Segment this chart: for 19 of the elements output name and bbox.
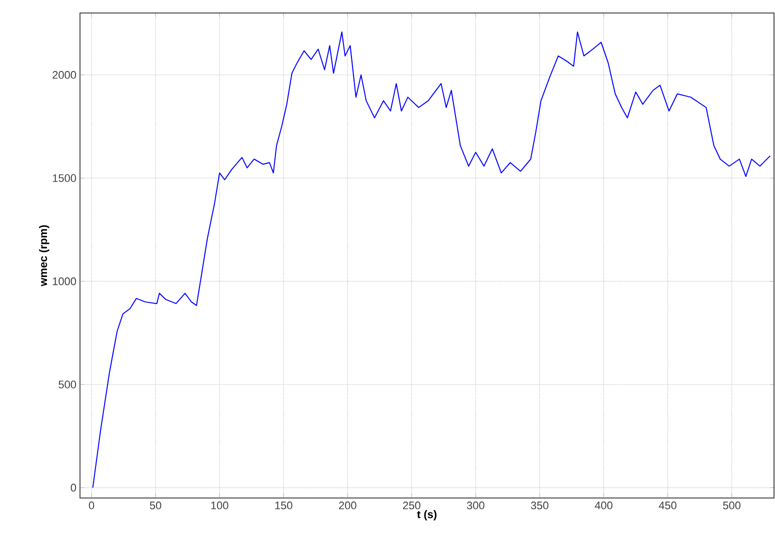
y-tick-label: 500 xyxy=(58,380,76,388)
x-tick-label: 100 xyxy=(211,502,228,510)
y-tick-label: 0 xyxy=(70,484,76,492)
x-tick-label: 200 xyxy=(339,502,356,510)
y-tick-label: 1000 xyxy=(52,277,76,286)
y-axis-title: wmec (rpm) xyxy=(39,225,50,286)
x-tick-label: 0 xyxy=(88,502,94,510)
x-tick-label: 150 xyxy=(275,502,292,510)
y-tick-label: 2000 xyxy=(52,71,76,79)
x-tick-label: 400 xyxy=(594,502,612,510)
x-tick-label: 300 xyxy=(466,502,484,510)
x-tick-label: 500 xyxy=(723,502,740,510)
x-tick-label: 350 xyxy=(530,502,548,510)
x-tick-label: 250 xyxy=(403,502,420,510)
x-tick-label: 50 xyxy=(150,502,162,510)
x-axis-title: t (s) xyxy=(417,510,436,520)
line-series xyxy=(92,31,771,488)
y-tick-label: 1500 xyxy=(52,174,76,182)
x-tick-label: 450 xyxy=(658,502,676,510)
